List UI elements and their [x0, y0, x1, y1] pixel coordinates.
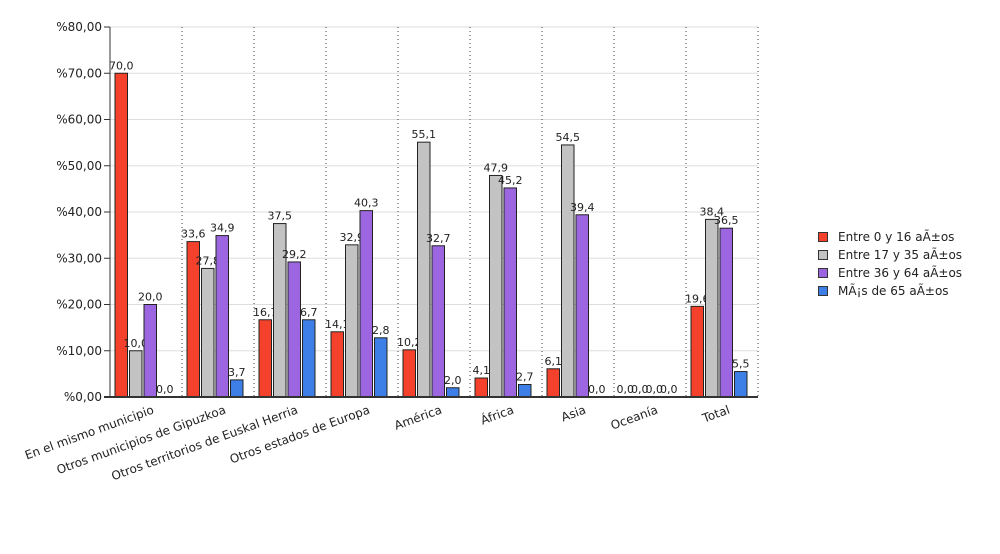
bar	[287, 261, 301, 398]
bar	[402, 349, 416, 398]
y-tick-label: %60,00	[56, 113, 102, 127]
bar	[258, 319, 272, 398]
bar	[575, 214, 589, 398]
x-tick-label: Otros estados de Europa	[228, 403, 372, 467]
data-label: 2,0	[444, 374, 462, 387]
y-tick-label: %70,00	[56, 66, 102, 80]
data-label: 0,0	[631, 383, 649, 396]
data-label: 0,0	[646, 383, 664, 396]
x-tick-label: Asia	[559, 403, 587, 425]
data-label: 2,8	[372, 324, 390, 337]
data-label: 19,6	[685, 292, 710, 305]
data-label: 3,7	[228, 366, 246, 379]
bar	[359, 210, 373, 398]
legend-label: MÃ¡s de 65 aÃ±os	[838, 284, 949, 298]
data-label: 0,0	[156, 383, 174, 396]
legend-swatch	[818, 268, 828, 278]
data-label: 6,1	[545, 355, 563, 368]
bar	[446, 387, 460, 398]
data-label: 33,6	[181, 228, 206, 241]
x-tick-label: Oceanía	[609, 403, 660, 433]
bar	[143, 304, 157, 398]
data-label: 36,5	[714, 214, 739, 227]
y-tick-label: %0,00	[64, 390, 102, 404]
legend-label: Entre 17 y 35 aÃ±os	[838, 248, 963, 262]
data-label: 10,0	[124, 337, 149, 350]
bar	[431, 245, 445, 398]
legend-label: Entre 0 y 16 aÃ±os	[838, 230, 955, 244]
bar	[302, 319, 316, 398]
data-label: 4,1	[473, 364, 491, 377]
y-tick-label: %30,00	[56, 251, 102, 265]
data-label: 10,2	[397, 336, 422, 349]
data-label: 2,7	[516, 371, 534, 384]
x-tick-label: América	[392, 403, 443, 433]
bar	[417, 141, 431, 398]
y-tick-label: %80,00	[56, 20, 102, 34]
data-label: 32,9	[340, 231, 365, 244]
legend-swatch	[818, 232, 828, 242]
bar	[719, 227, 733, 398]
data-label: 5,5	[732, 358, 750, 371]
bar	[230, 379, 244, 398]
bar	[330, 331, 344, 398]
data-label: 0,0	[588, 383, 606, 396]
data-label: 45,2	[498, 174, 523, 187]
legend-item: Entre 17 y 35 aÃ±os	[818, 246, 962, 264]
data-label: 29,2	[282, 248, 307, 261]
data-label: 32,7	[426, 232, 451, 245]
bar	[201, 267, 215, 398]
legend-label: Entre 36 y 64 aÃ±os	[838, 266, 963, 280]
bar	[734, 371, 748, 398]
bar	[215, 235, 229, 398]
data-label: 6,7	[300, 306, 318, 319]
legend-swatch	[818, 286, 828, 296]
data-label: 0,0	[660, 383, 678, 396]
data-label: 14,1	[325, 318, 350, 331]
bar	[129, 350, 143, 398]
chart-legend: Entre 0 y 16 aÃ±os Entre 17 y 35 aÃ±os Ent…	[818, 228, 962, 300]
bar	[503, 187, 517, 398]
x-tick-label: África	[478, 402, 515, 428]
legend-item: Entre 36 y 64 aÃ±os	[818, 264, 962, 282]
bar	[374, 337, 388, 398]
data-label: 54,5	[556, 131, 581, 144]
bar	[561, 144, 575, 398]
data-label: 0,0	[617, 383, 635, 396]
data-label: 16,7	[253, 306, 278, 319]
data-label: 38,4	[700, 205, 725, 218]
y-tick-label: %10,00	[56, 344, 102, 358]
bar	[345, 244, 359, 398]
legend-item: Entre 0 y 16 aÃ±os	[818, 228, 962, 246]
data-label: 39,4	[570, 201, 595, 214]
bar	[705, 218, 719, 398]
legend-item: MÃ¡s de 65 aÃ±os	[818, 282, 962, 300]
y-tick-label: %20,00	[56, 298, 102, 312]
data-label: 55,1	[412, 128, 437, 141]
data-label: 37,5	[268, 210, 293, 223]
bar	[474, 377, 488, 398]
data-label: 47,9	[484, 161, 509, 174]
legend-swatch	[818, 250, 828, 260]
data-label: 40,3	[354, 197, 379, 210]
data-label: 34,9	[210, 222, 235, 235]
data-label: 27,8	[196, 254, 221, 267]
y-tick-label: %40,00	[56, 205, 102, 219]
bar	[690, 305, 704, 398]
data-label: 20,0	[138, 291, 163, 304]
x-tick-label: Total	[700, 403, 732, 426]
bar	[546, 368, 560, 398]
y-tick-label: %50,00	[56, 159, 102, 173]
bar	[489, 174, 503, 398]
data-label: 70,0	[109, 59, 134, 72]
bar	[518, 384, 532, 398]
